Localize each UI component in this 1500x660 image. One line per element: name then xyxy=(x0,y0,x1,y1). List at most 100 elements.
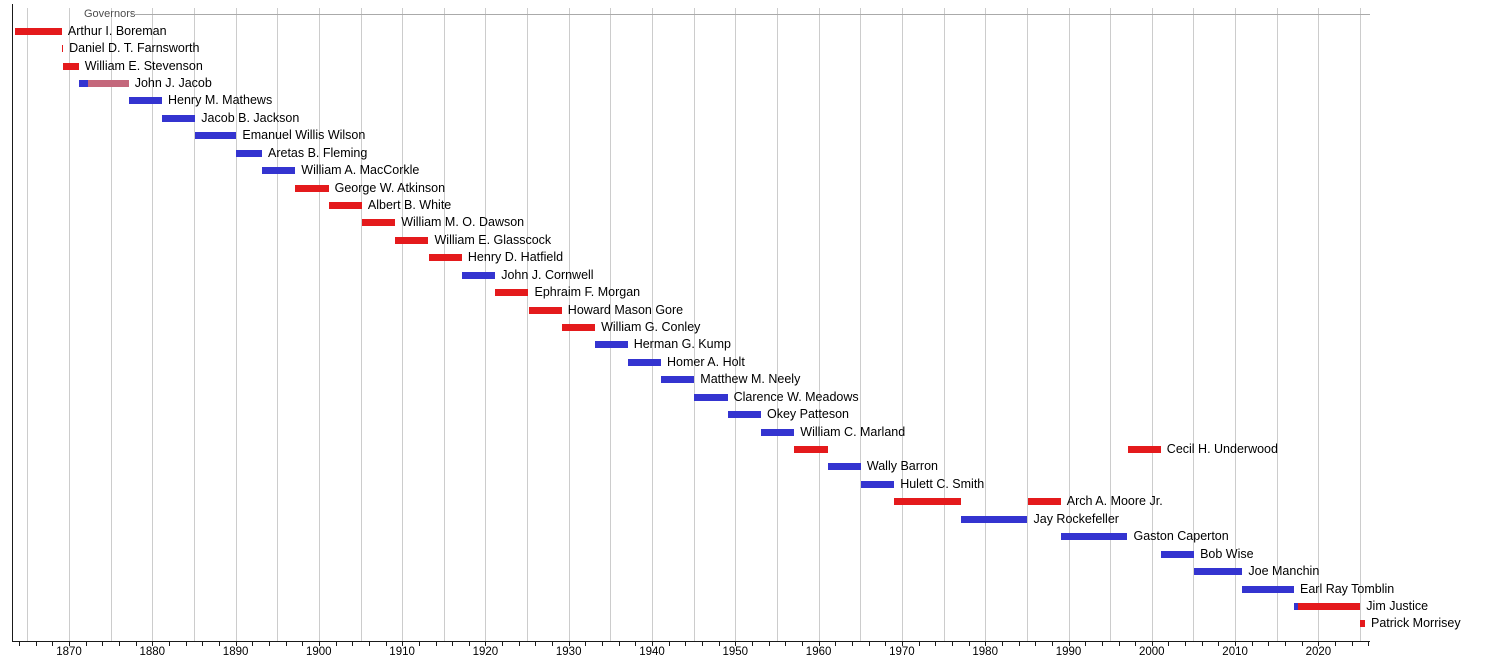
axis-year-label: 1940 xyxy=(639,646,665,658)
term-bar xyxy=(61,45,64,53)
grid-line xyxy=(443,8,445,641)
axis-year-label: 1990 xyxy=(1055,646,1082,658)
governor-name-label: William A. MacCorkle xyxy=(301,163,420,178)
axis-tick xyxy=(768,642,770,646)
axis-tick xyxy=(1201,642,1203,646)
axis-tick xyxy=(1251,642,1253,646)
governor-name-label: William C. Marland xyxy=(800,424,906,439)
governor-name-label: Emanuel Willis Wilson xyxy=(242,128,366,143)
axis-tick xyxy=(318,642,320,646)
axis-tick xyxy=(268,642,270,646)
term-bar xyxy=(395,236,429,244)
axis-tick xyxy=(885,642,887,646)
term-bar xyxy=(195,132,237,140)
axis-tick xyxy=(1368,642,1370,646)
governor-name-label: Gaston Caperton xyxy=(1133,529,1229,544)
term-bar xyxy=(595,341,628,349)
axis-tick xyxy=(202,642,204,646)
term-bar xyxy=(1194,568,1243,575)
axis-year-label: 1930 xyxy=(555,646,582,658)
term-bar xyxy=(128,97,162,105)
grid-line xyxy=(485,8,487,641)
chart-title: Governors xyxy=(84,8,136,20)
axis-tick xyxy=(452,642,454,646)
grid-line xyxy=(985,8,987,641)
axis-tick xyxy=(302,642,304,646)
term-bar xyxy=(1298,602,1361,610)
axis-tick xyxy=(585,642,587,646)
governor-name-label: Okey Patteson xyxy=(767,407,849,422)
axis-tick xyxy=(252,642,254,646)
term-bar xyxy=(894,498,961,506)
axis-tick xyxy=(518,642,520,646)
axis-tick xyxy=(851,642,853,646)
axis-tick xyxy=(102,642,104,646)
axis-tick xyxy=(502,642,504,646)
axis-year-label: 1980 xyxy=(972,646,998,658)
term-bar xyxy=(1060,533,1128,541)
axis-tick xyxy=(618,642,620,646)
axis-year-label: 1900 xyxy=(306,646,332,658)
axis-tick xyxy=(868,642,870,646)
axis-tick xyxy=(685,642,687,646)
governor-name-label: Patrick Morrisey xyxy=(1371,616,1461,631)
axis-tick xyxy=(1235,642,1237,646)
term-bar xyxy=(162,114,196,122)
term-bar xyxy=(495,289,529,297)
axis-tick xyxy=(968,642,970,646)
axis-tick xyxy=(735,642,737,646)
axis-tick xyxy=(1001,642,1003,646)
axis-tick xyxy=(418,642,420,646)
title-rule xyxy=(131,14,1370,15)
governor-name-label: Ephraim F. Morgan xyxy=(534,285,641,300)
axis-tick xyxy=(1168,642,1170,646)
grid-line xyxy=(27,8,29,641)
term-bar xyxy=(1242,585,1294,593)
governor-name-label: Henry D. Hatfield xyxy=(467,250,564,265)
governor-name-label: Arthur I. Boreman xyxy=(67,23,167,38)
axis-tick xyxy=(1285,642,1286,646)
axis-tick xyxy=(1185,642,1187,646)
grid-line xyxy=(152,8,154,641)
grid-line xyxy=(901,8,903,641)
governor-name-label: Clarence W. Meadows xyxy=(733,389,859,404)
governor-name-label: Arch A. Moore Jr. xyxy=(1066,494,1163,509)
axis-tick xyxy=(185,642,187,646)
term-bar xyxy=(14,27,62,35)
term-bar xyxy=(1027,498,1061,506)
axis-tick xyxy=(1268,642,1270,646)
axis-tick xyxy=(235,642,237,646)
term-bar xyxy=(827,463,861,471)
governor-name-label: Bob Wise xyxy=(1200,546,1254,561)
term-bar xyxy=(461,271,496,279)
axis-tick xyxy=(435,642,437,646)
axis-tick xyxy=(69,642,70,646)
term-bar xyxy=(794,446,828,453)
axis-tick xyxy=(702,642,703,646)
axis-tick xyxy=(1351,642,1353,646)
term-bar xyxy=(1360,620,1365,628)
axis-tick xyxy=(135,642,137,646)
governor-name-label: William M. O. Dawson xyxy=(401,215,525,230)
axis-tick xyxy=(935,642,937,646)
governor-name-label: John J. Cornwell xyxy=(501,267,594,282)
axis-tick xyxy=(668,642,670,646)
axis-tick xyxy=(901,642,903,646)
grid-line xyxy=(1151,8,1153,641)
axis-tick xyxy=(1035,642,1037,646)
term-bar xyxy=(528,306,562,314)
axis-tick xyxy=(918,642,920,646)
axis-tick xyxy=(535,642,537,646)
axis-tick xyxy=(335,642,337,646)
governor-name-label: Joe Manchin xyxy=(1248,564,1320,578)
grid-line xyxy=(1193,8,1195,641)
axis-tick xyxy=(1151,642,1153,646)
axis-tick xyxy=(485,642,487,646)
grid-line xyxy=(1026,8,1028,641)
axis-year-label: 1920 xyxy=(472,646,499,658)
axis-tick xyxy=(118,642,120,646)
axis-tick xyxy=(1135,642,1137,646)
governor-name-label: William E. Glasscock xyxy=(434,232,552,247)
governor-name-label: Howard Mason Gore xyxy=(567,302,684,317)
grid-line xyxy=(652,8,653,641)
